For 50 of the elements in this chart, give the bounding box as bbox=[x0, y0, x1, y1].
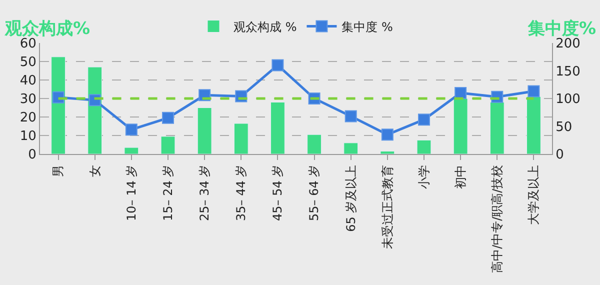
y2-tick-label: 150 bbox=[556, 64, 580, 80]
bar bbox=[160, 136, 176, 154]
point bbox=[418, 114, 430, 126]
y2-tick-label: 100 bbox=[556, 92, 580, 108]
y-tick-label: 60 bbox=[20, 36, 36, 52]
bar bbox=[380, 150, 395, 154]
y-tick-label: 40 bbox=[20, 74, 36, 89]
point bbox=[528, 85, 540, 98]
point bbox=[454, 86, 467, 99]
bar bbox=[197, 108, 212, 154]
bar bbox=[344, 142, 358, 154]
point bbox=[125, 124, 138, 136]
y2-tick-label: 50 bbox=[556, 120, 572, 135]
x-tick-label: 初中 bbox=[453, 164, 468, 189]
x-tick-label: 未受过正式教育 bbox=[380, 164, 394, 249]
bar bbox=[416, 140, 432, 154]
point bbox=[162, 112, 174, 124]
y-tick-label: 30 bbox=[20, 92, 36, 108]
y-tick-label: 50 bbox=[20, 55, 36, 70]
bar bbox=[234, 123, 248, 154]
bar bbox=[453, 98, 468, 154]
y2-tick-label: 0 bbox=[556, 148, 564, 163]
point bbox=[272, 59, 284, 72]
y2-axis-title: 集中度% bbox=[527, 19, 596, 39]
x-tick-label: 15– 24 岁 bbox=[160, 164, 175, 221]
x-tick-label: 10– 14 岁 bbox=[124, 164, 138, 221]
x-tick-label: 大学及以上 bbox=[526, 164, 541, 225]
y-tick-label: 20 bbox=[20, 110, 36, 126]
point bbox=[381, 128, 394, 141]
x-tick-label: 高中/中专/职高/技校 bbox=[490, 164, 504, 273]
x-tick-label: 小学 bbox=[416, 164, 431, 189]
y-tick-label: 10 bbox=[20, 129, 36, 144]
bar bbox=[490, 102, 504, 154]
legend-label: 观众构成 % bbox=[234, 20, 297, 34]
y2-tick-label: 200 bbox=[556, 36, 580, 52]
x-tick-label: 55– 64 岁 bbox=[307, 164, 322, 221]
x-tick-label: 女 bbox=[88, 164, 102, 177]
legend-label: 集中度 % bbox=[342, 20, 393, 34]
x-tick-label: 男 bbox=[51, 164, 66, 177]
x-tick-label: 45– 54 岁 bbox=[270, 164, 285, 221]
bar bbox=[124, 147, 139, 154]
x-tick-label: 35– 44 岁 bbox=[234, 164, 248, 221]
bar bbox=[526, 96, 541, 154]
x-tick-label: 65 岁及以上 bbox=[344, 164, 358, 232]
x-tick-label: 25– 34 岁 bbox=[197, 164, 212, 221]
bar bbox=[307, 134, 322, 154]
y-tick-label: 0 bbox=[28, 148, 36, 163]
y-axis-title: 观众构成% bbox=[4, 19, 90, 39]
bar bbox=[270, 102, 285, 154]
point bbox=[344, 110, 357, 122]
